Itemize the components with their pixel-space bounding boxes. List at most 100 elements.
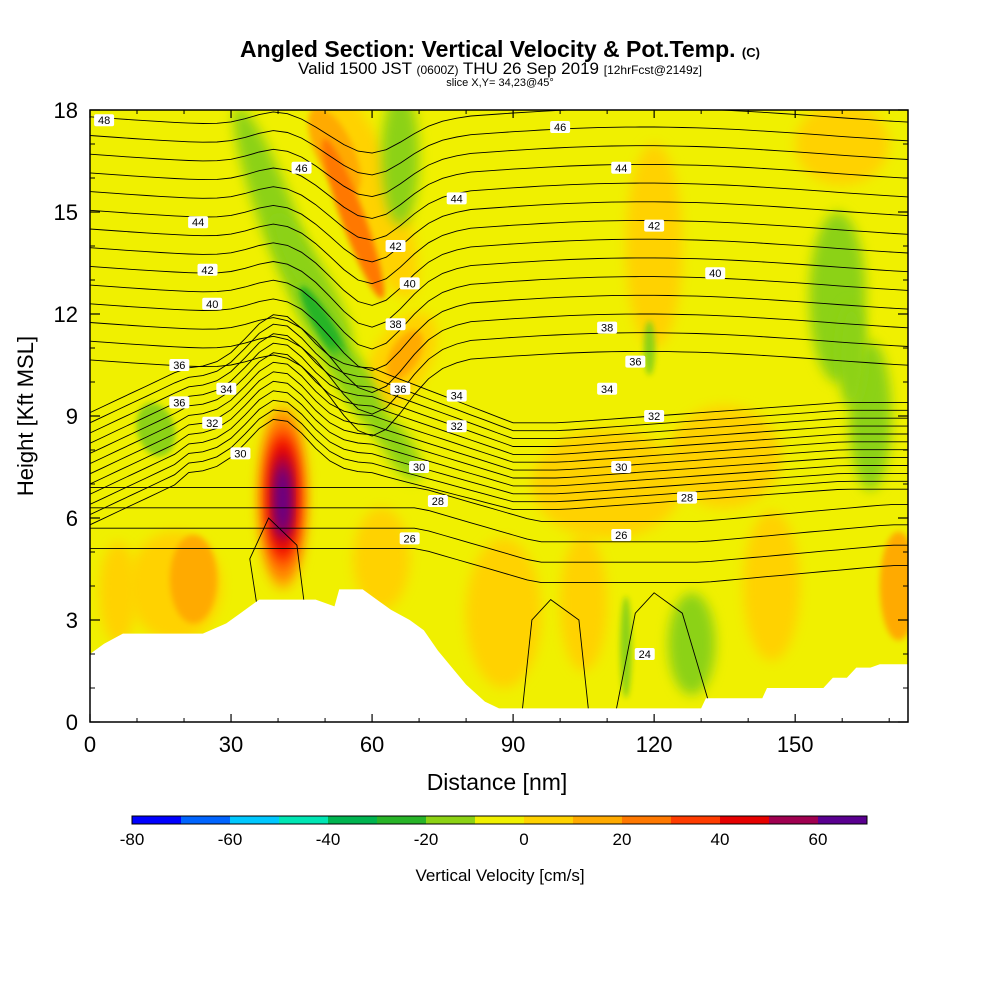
colorbar: -80 -60 -40 -20 0 20 40 60 <box>120 815 868 849</box>
theta-contour-labels: 48 46 46 44 44 44 42 42 42 40 40 40 38 38 36 36 36 36 34 34… <box>94 114 726 661</box>
theta-label-bg <box>230 447 251 460</box>
theta-label: 44 <box>188 216 209 229</box>
theta-label-text: 26 <box>615 530 627 542</box>
theta-label-bg <box>385 318 406 331</box>
theta-label-text: 46 <box>554 122 566 134</box>
theta-label-bg <box>611 529 632 541</box>
theta-label: 32 <box>446 420 467 433</box>
y-axis-label: Height [Kft MSL] <box>13 336 38 496</box>
colorbar-swatch <box>671 816 721 824</box>
theta-label: 26 <box>399 532 420 545</box>
theta-upper-9 <box>90 276 908 350</box>
x-tick-label: 60 <box>360 732 384 757</box>
blob-warm-low-e <box>466 538 542 688</box>
colorbar-swatch <box>818 816 868 824</box>
theta-label-text: 36 <box>173 360 185 372</box>
colorbar-tick-label: -80 <box>120 830 145 849</box>
theta-label: 34 <box>446 389 467 403</box>
theta-label: 28 <box>427 495 448 508</box>
x-tick-label: 90 <box>501 732 525 757</box>
theta-label-text: 48 <box>98 115 110 127</box>
theta-upper-6 <box>90 220 908 285</box>
theta-label-text: 38 <box>601 323 613 335</box>
theta-label-bg <box>611 161 632 174</box>
forecast-info: [12hrFcst@2149z] <box>603 63 702 77</box>
theta-label-text: 42 <box>201 265 213 277</box>
blob-warm-low-b <box>169 535 217 624</box>
x-tick-label: 0 <box>84 732 96 757</box>
colorbar-tick-label: 20 <box>613 830 632 849</box>
theta-upper-4 <box>90 182 908 241</box>
colorbar-label: Vertical Velocity [cm/s] <box>415 866 584 885</box>
colorbar-tick-label: 60 <box>809 830 828 849</box>
theta-mid-2 <box>90 333 908 440</box>
title-text: Angled Section: Vertical Velocity & Pot.… <box>240 36 736 62</box>
blob-down-left <box>136 402 176 457</box>
y-tick-label: 9 <box>66 404 78 429</box>
theta-label-bg <box>169 359 190 371</box>
theta-label: 36 <box>390 382 411 396</box>
colorbar-swatch <box>328 816 378 824</box>
theta-label-bg <box>202 297 223 310</box>
theta-mid-1 <box>90 323 908 432</box>
blob-warm-upper-c <box>322 138 385 299</box>
theta-label-bg <box>550 121 571 133</box>
theta-label-bg <box>677 491 698 504</box>
theta-label-text: 40 <box>709 268 721 280</box>
theta-label-bg <box>197 263 218 276</box>
blob-warm-mid-b <box>386 330 424 380</box>
theta-mid-6 <box>90 371 908 475</box>
colorbar-swatch <box>377 816 427 824</box>
theta-label-bg <box>644 410 665 422</box>
colorbar-frame <box>131 815 868 825</box>
theta-low-3 <box>90 548 908 584</box>
theta-upper-0 <box>90 110 908 154</box>
theta-label: 30 <box>230 447 251 460</box>
theta-label-text: 44 <box>192 217 204 229</box>
theta-label-bg <box>202 416 223 429</box>
theta-label: 30 <box>409 461 430 474</box>
theta-low-2 <box>90 527 908 563</box>
theta-label-bg <box>291 161 312 174</box>
theta-upper-10 <box>90 294 908 372</box>
theta-mid-11 <box>90 418 908 526</box>
theta-label: 42 <box>385 240 406 253</box>
theta-mid-9 <box>90 399 908 505</box>
blob-warm-upper-e <box>795 110 890 185</box>
theta-label-bg <box>597 382 618 395</box>
colorbar-swatch <box>132 816 182 824</box>
theta-label: 38 <box>597 321 618 335</box>
theta-label: 36 <box>169 396 190 409</box>
theta-label-bg <box>409 461 430 473</box>
theta-label-text: 38 <box>389 319 401 331</box>
colorbar-tick-label: -20 <box>414 830 439 849</box>
theta-label: 44 <box>446 192 467 205</box>
theta-label: 28 <box>677 491 698 505</box>
theta-upper-2 <box>90 145 908 198</box>
colorbar-swatch <box>279 816 329 824</box>
theta-label: 48 <box>94 114 115 127</box>
theta-label-text: 32 <box>451 421 463 433</box>
theta-label-bg <box>390 382 411 395</box>
theta-label-text: 36 <box>629 357 641 369</box>
theta-label: 36 <box>169 359 190 372</box>
x-tick-label: 150 <box>777 732 814 757</box>
theta-label-text: 46 <box>295 163 307 175</box>
theta-label: 38 <box>385 318 406 331</box>
terrain-fill <box>90 589 908 722</box>
theta-label-text: 32 <box>206 418 218 430</box>
theta-upper-12 <box>90 332 908 415</box>
theta-label-text: 42 <box>389 241 401 253</box>
y-tick-label: 3 <box>66 608 78 633</box>
theta-label-text: 28 <box>681 493 693 505</box>
y-tick-label: 12 <box>54 302 78 327</box>
colorbar-swatch <box>426 816 476 824</box>
theta-label-bg <box>399 277 420 290</box>
blob-down-top <box>381 110 420 226</box>
theta-label-bg <box>611 461 632 473</box>
theta-upper-5 <box>90 201 908 263</box>
theta-label-bg <box>644 219 665 232</box>
theta-label-bg <box>385 240 406 252</box>
